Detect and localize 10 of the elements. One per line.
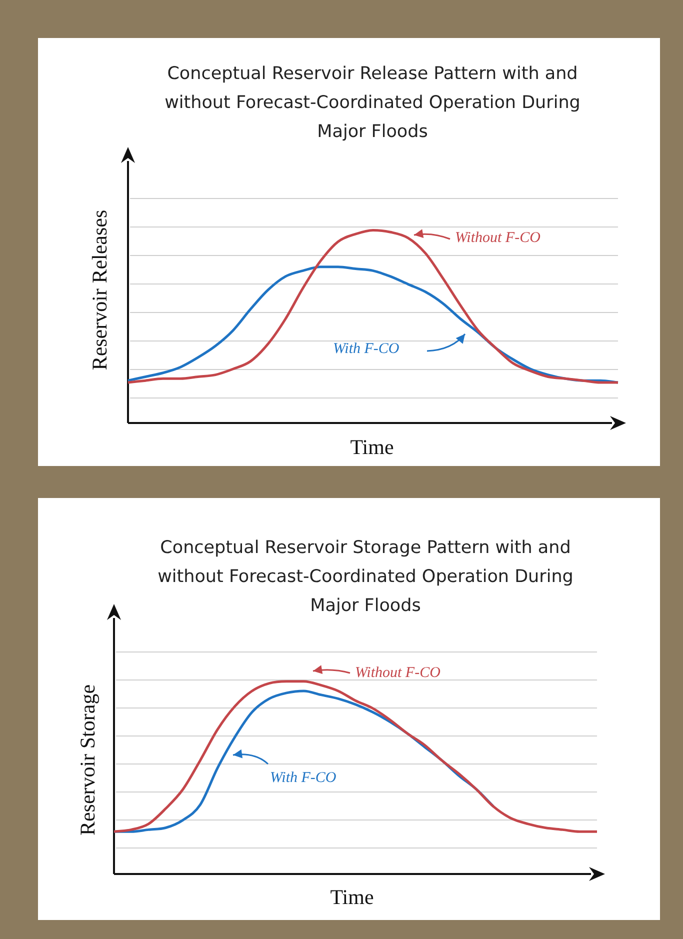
- text: With F-CO: [270, 770, 336, 787]
- y-axis-title: Reservoir Storage: [76, 684, 100, 836]
- legend-label: Without F-CO: [355, 665, 440, 682]
- x-axis-title: Time: [350, 435, 394, 460]
- x-axis-title: Time: [330, 885, 374, 910]
- chart-title: Conceptual Reservoir Storage Pattern with and without Forecast-Coordinated Operation During Major Floods: [156, 537, 574, 618]
- y-axis-title: Reservoir Releases: [88, 210, 112, 370]
- text: With F-CO: [333, 341, 400, 358]
- legend-label: Without F-CO: [455, 230, 540, 247]
- chart-title: Conceptual Reservoir Release Pattern with and without Forecast-Coordinated Operation During Major Floods: [164, 63, 582, 144]
